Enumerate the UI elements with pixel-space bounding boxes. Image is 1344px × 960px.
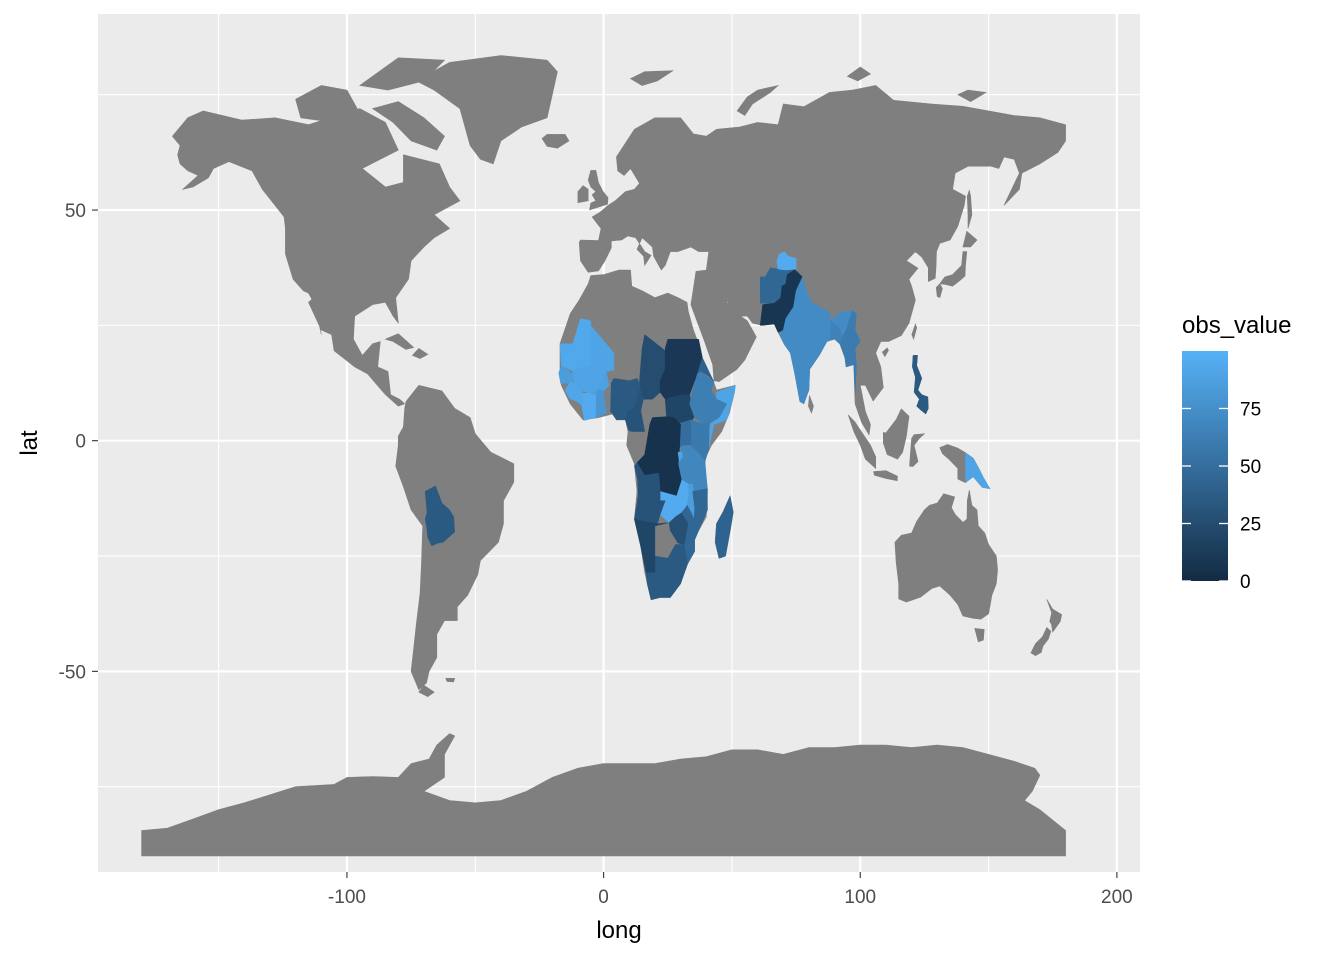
land-baffin	[371, 101, 445, 151]
land-japan-honshu	[939, 251, 968, 287]
land-sri-lanka	[808, 395, 814, 414]
land-japan-hokkaido	[962, 230, 978, 248]
land-falklands	[445, 678, 456, 683]
y-tick-label: 50	[65, 201, 86, 222]
region-bolivia	[424, 485, 455, 547]
y-tick-label: 0	[75, 432, 86, 453]
legend: obs_value 0 25 50 75	[1182, 312, 1291, 593]
land-britain	[587, 170, 609, 211]
region-angola	[634, 462, 666, 524]
region-papua-new-guinea	[965, 452, 991, 490]
legend-break-label: 25	[1240, 515, 1261, 536]
region-bangladesh	[830, 320, 842, 345]
land-new-siberian	[957, 89, 987, 102]
land-north-america	[172, 108, 461, 407]
x-axis-title: long	[596, 917, 641, 944]
land-arctic-isles-1	[295, 85, 358, 123]
region-tajikistan	[776, 251, 797, 271]
y-axis: -50 0 50	[59, 201, 98, 683]
x-tick-label: 100	[844, 887, 876, 908]
y-axis-title: lat	[16, 430, 43, 456]
land-iceland	[541, 134, 570, 149]
x-tick-label: 0	[598, 887, 609, 908]
land-japan-kyushu	[935, 283, 943, 299]
legend-break-label: 50	[1240, 457, 1261, 478]
land-antarctica	[141, 733, 1066, 857]
region-senegal	[558, 365, 574, 384]
x-tick-label: 200	[1101, 887, 1133, 908]
region-ethiopia	[689, 371, 728, 425]
land-java	[873, 470, 898, 482]
land-tasmania	[974, 628, 985, 643]
land-sumatra	[847, 414, 876, 470]
land-borneo	[883, 408, 910, 460]
legend-break-label: 0	[1240, 572, 1251, 593]
region-myanmar	[839, 310, 861, 395]
region-namibia	[634, 518, 668, 573]
land-south-america	[395, 384, 515, 691]
region-pakistan	[759, 269, 803, 333]
land-novaya-zemlya	[736, 84, 780, 116]
land-new-zealand-n	[1046, 599, 1063, 633]
legend-ticks: 0 25 50 75	[1182, 400, 1261, 593]
region-burundi	[677, 451, 683, 463]
land-ireland	[577, 185, 589, 204]
region-ghana	[595, 389, 607, 418]
land-tierra-del-fuego	[418, 684, 435, 698]
region-zimbabwe	[668, 512, 689, 545]
data-regions	[424, 251, 991, 601]
land-greenland	[415, 55, 558, 165]
legend-title: obs_value	[1182, 312, 1291, 339]
land-taiwan	[911, 323, 918, 341]
region-uganda	[679, 419, 692, 448]
land-sulawesi	[909, 433, 926, 467]
x-tick-label: -100	[328, 887, 366, 908]
land-scandinavia-gulf	[654, 137, 669, 166]
region-somalia	[708, 384, 736, 449]
land-hainan	[881, 347, 889, 358]
land-eurasia	[578, 85, 1066, 436]
land-hispaniola	[411, 348, 429, 359]
land-cuba	[384, 333, 415, 350]
land-australia	[894, 490, 998, 620]
land-svalbard	[629, 70, 674, 86]
region-cote-d-ivoire	[581, 392, 597, 421]
land-severnaya	[846, 66, 872, 82]
region-madagascar	[714, 495, 734, 559]
land-new-zealand-s	[1030, 627, 1052, 657]
land-arctic-isles-2	[359, 57, 446, 91]
x-axis: -100 0 100 200	[328, 872, 1133, 908]
y-tick-label: -50	[59, 662, 86, 683]
land-sakhalin	[966, 189, 973, 229]
legend-break-label: 75	[1240, 400, 1261, 421]
region-cameroon	[625, 385, 646, 432]
region-philippines	[912, 355, 929, 415]
